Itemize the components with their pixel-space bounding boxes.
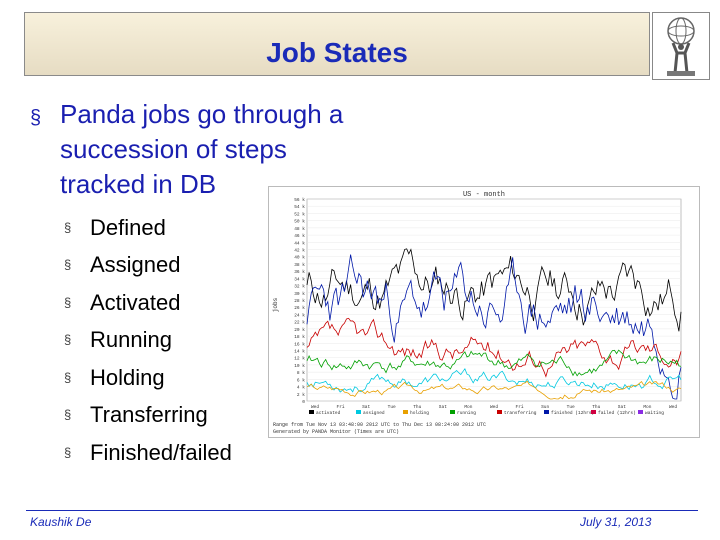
- y-tick-label: 2 k: [297, 392, 305, 398]
- sub-bullet-text: Transferring: [90, 402, 208, 427]
- bullet-marker: §: [64, 332, 72, 347]
- bullet-marker: §: [64, 445, 72, 460]
- footer-author: Kaushik De: [30, 515, 92, 529]
- sub-bullet-text: Assigned: [90, 252, 181, 277]
- series-line-transferring: [306, 317, 682, 378]
- bullet-marker: §: [30, 107, 42, 129]
- x-tick-label: Tue: [388, 404, 396, 410]
- legend-label: running: [457, 410, 476, 416]
- x-tick-label: Sat: [439, 404, 447, 410]
- y-tick-label: 30 k: [294, 291, 305, 297]
- y-tick-label: 20 k: [294, 327, 305, 333]
- y-tick-label: 46 k: [294, 233, 305, 239]
- y-tick-label: 52 k: [294, 211, 305, 217]
- y-tick-label: 18 k: [294, 334, 305, 340]
- y-tick-label: 12 k: [294, 356, 305, 362]
- y-tick-label: 44 k: [294, 240, 305, 246]
- legend-label: assigned: [363, 410, 385, 416]
- legend-swatch: [638, 410, 643, 414]
- y-tick-label: 16 k: [294, 341, 305, 347]
- y-tick-label: 22 k: [294, 320, 305, 326]
- series-line-holding: [306, 380, 682, 400]
- sub-bullet-text: Holding: [90, 365, 165, 390]
- x-tick-label: Tue: [567, 404, 575, 410]
- y-tick-label: 50 k: [294, 219, 305, 225]
- slide-title: Job States: [266, 37, 408, 68]
- x-tick-label: Fri: [337, 404, 345, 410]
- legend-label: transferring: [504, 410, 537, 416]
- footer-divider: [26, 510, 698, 511]
- legend-swatch: [403, 410, 408, 414]
- bullet-marker: §: [64, 295, 72, 310]
- title-bar: Job States: [24, 12, 650, 76]
- y-tick-label: 32 k: [294, 284, 305, 290]
- x-tick-label: Sat: [362, 404, 370, 410]
- legend-label: holding: [410, 410, 429, 416]
- bullet-marker: §: [64, 220, 72, 235]
- series-line-finished: [306, 254, 682, 400]
- sub-bullet-text: Activated: [90, 290, 181, 315]
- series-line-assigned: [306, 367, 682, 393]
- y-tick-label: 34 k: [294, 276, 305, 282]
- chart-svg: US - month jobs 56 k54 k52 k 50 k48 k46 k…: [272, 191, 682, 435]
- x-tick-label: Wed: [490, 404, 498, 410]
- x-tick-label: Mon: [464, 404, 472, 410]
- sub-bullet-text: Finished/failed: [90, 440, 232, 465]
- y-tick-label: 26 k: [294, 305, 305, 311]
- legend-label: failed (12hrs): [598, 410, 636, 416]
- y-tick-label: 8 k: [297, 370, 305, 376]
- chart-ylabel: jobs: [272, 297, 279, 312]
- y-tick-label: 54 k: [294, 204, 305, 210]
- footer-date: July 31, 2013: [580, 515, 652, 529]
- chart-title: US - month: [463, 191, 505, 199]
- x-tick-label: Mon: [643, 404, 651, 410]
- y-tick-label: 0: [302, 399, 305, 405]
- y-tick-label: 42 k: [294, 248, 305, 254]
- sub-bullet-text: Running: [90, 327, 172, 352]
- x-tick-label: Thu: [413, 404, 421, 410]
- legend-swatch: [591, 410, 596, 414]
- y-tick-label: 56 k: [294, 197, 305, 203]
- x-tick-label: Sat: [618, 404, 626, 410]
- bullet-marker: §: [64, 257, 72, 272]
- y-tick-label: 4 k: [297, 385, 305, 391]
- y-tick-label: 38 k: [294, 262, 305, 268]
- legend-label: waiting: [645, 410, 664, 416]
- y-tick-label: 14 k: [294, 349, 305, 355]
- legend-swatch: [356, 410, 361, 414]
- job-states-chart-image: US - month jobs 56 k 54 k 52 k 50 k 48 k 46 k…: [268, 186, 700, 438]
- legend-swatch: [544, 410, 549, 414]
- y-tick-label: 28 k: [294, 298, 305, 304]
- series-line-running: [306, 349, 682, 377]
- x-tick-label: Wed: [669, 404, 677, 410]
- y-tick-label: 36 k: [294, 269, 305, 275]
- x-tick-label: Sun: [541, 404, 549, 410]
- y-tick-label: 48 k: [294, 226, 305, 232]
- x-tick-label: Fri: [516, 404, 524, 410]
- y-tick-label: 6 k: [297, 377, 305, 383]
- main-bullet-text: Panda jobs go through a succession of st…: [60, 99, 344, 199]
- x-tick-label: Wed: [311, 404, 319, 410]
- bullet-marker: §: [64, 370, 72, 385]
- sub-bullet-text: Defined: [90, 215, 166, 240]
- atlas-logo: [652, 12, 710, 80]
- chart-generated-text: Generated by PANDA Monitor (Times are UT…: [273, 429, 399, 435]
- y-tick-label: 40 k: [294, 255, 305, 261]
- y-tick-label: 24 k: [294, 312, 305, 318]
- chart-range-text: Range from Tue Nov 13 03:48:00 2012 UTC …: [273, 422, 486, 428]
- legend-swatch: [450, 410, 455, 414]
- bullet-marker: §: [64, 407, 72, 422]
- x-tick-label: Thu: [592, 404, 600, 410]
- y-tick-label: 10 k: [294, 363, 305, 369]
- series-line-activated: [306, 248, 682, 332]
- legend-swatch: [309, 410, 314, 414]
- legend-swatch: [497, 410, 502, 414]
- legend-label: finished (12hrs): [551, 410, 594, 416]
- legend-label: activated: [316, 410, 341, 416]
